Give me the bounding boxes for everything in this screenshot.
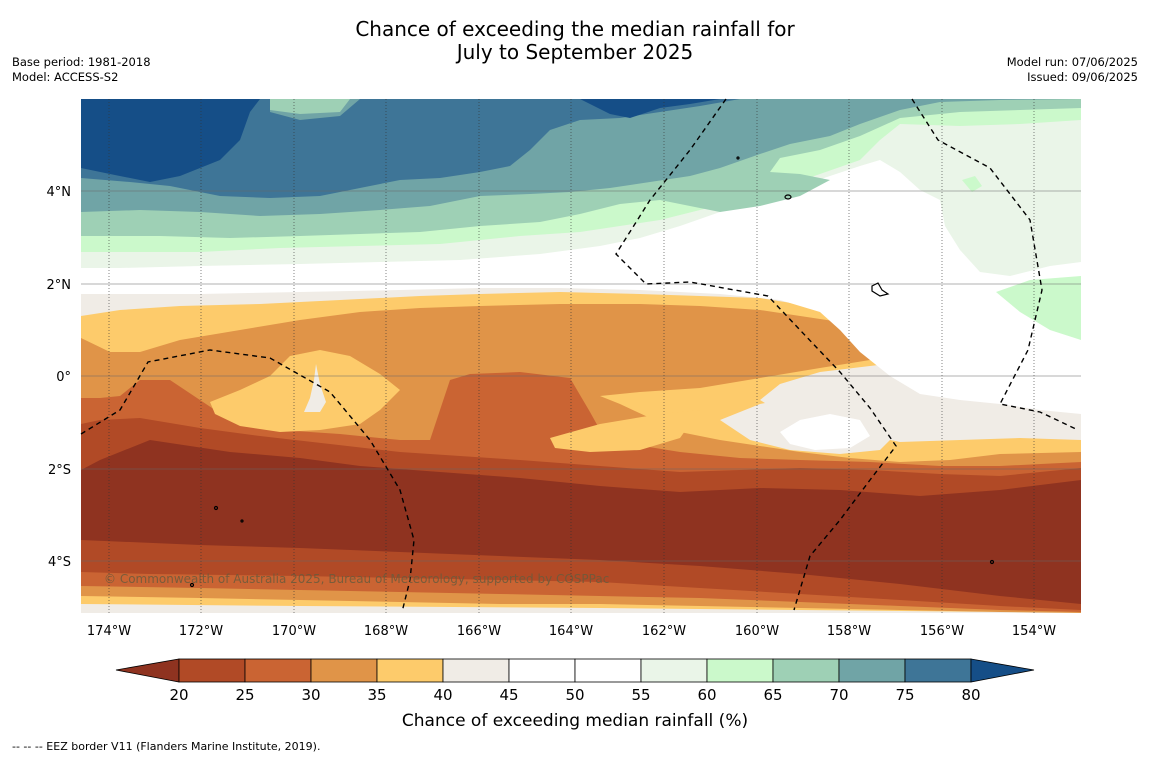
colorbar-ticks: 20 25 30 35 40 45 50 55 60 65 70 75 80 <box>169 686 980 704</box>
model-name: Model: ACCESS-S2 <box>12 70 119 84</box>
base-period: Base period: 1981-2018 <box>12 55 151 69</box>
meta-right: Model run: 07/06/2025 Issued: 09/06/2025 <box>1007 55 1138 85</box>
colorbar-above-80 <box>970 658 1035 683</box>
title-line-1: Chance of exceeding the median rainfall … <box>355 17 795 41</box>
band-35-40-blob-center <box>550 410 700 452</box>
colorbar-tick-25: 25 <box>235 686 254 704</box>
colorbar-70-75 <box>838 658 906 683</box>
islands <box>189 156 995 588</box>
band-55-60-blob-white <box>924 224 942 242</box>
lon-label-166w: 166°W <box>457 624 501 639</box>
band-above-80 <box>81 99 720 182</box>
colorbar-tick-40: 40 <box>433 686 452 704</box>
colorbar <box>115 658 1035 683</box>
colorbar-40-45 <box>442 658 510 683</box>
colorbar-45-50 <box>508 658 576 683</box>
island-kingman <box>736 156 740 160</box>
colorbar-label: Chance of exceeding median rainfall (%) <box>402 711 748 731</box>
lat-label-0: 0° <box>56 370 71 385</box>
graticule-parallels <box>81 190 1081 562</box>
lon-label-172w: 172°W <box>179 624 223 639</box>
lon-label-162w: 162°W <box>642 624 686 639</box>
title-line-2: July to September 2025 <box>456 40 694 64</box>
meta-left: Base period: 1981-2018 Model: ACCESS-S2 <box>12 55 151 85</box>
rainfall-map: © Commonwealth of Australia 2025, Bureau… <box>47 98 1081 731</box>
colorbar-60-65 <box>706 658 774 683</box>
colorbar-tick-20: 20 <box>169 686 188 704</box>
colorbar-tick-80: 80 <box>961 686 980 704</box>
lon-labels: 174°W 172°W 170°W 168°W 166°W 164°W 162°… <box>87 624 1056 639</box>
colorbar-below-20 <box>115 658 180 683</box>
eez-border-tokelau <box>80 349 415 613</box>
colorbar-75-80 <box>904 658 972 683</box>
lat-label-4n: 4°N <box>47 185 72 200</box>
island-nukunonu <box>240 519 244 523</box>
lon-label-164w: 164°W <box>549 624 593 639</box>
lon-label-156w: 156°W <box>920 624 964 639</box>
lat-label-4s: 4°S <box>48 555 71 570</box>
lat-label-2s: 2°S <box>48 463 71 478</box>
island-caroline <box>989 559 995 565</box>
band-white-spike <box>304 364 326 412</box>
band-75-80-light-patch <box>270 99 350 114</box>
colorbar-tick-70: 70 <box>829 686 848 704</box>
island-kiritimati <box>871 282 890 297</box>
lat-label-2n: 2°N <box>47 278 72 293</box>
eez-footnote: -- -- -- EEZ border V11 (Flanders Marine… <box>12 740 321 753</box>
colorbar-tick-75: 75 <box>895 686 914 704</box>
colorbar-tick-30: 30 <box>301 686 320 704</box>
lon-label-168w: 168°W <box>364 624 408 639</box>
colorbar-25-30 <box>244 658 312 683</box>
lon-label-170w: 170°W <box>272 624 316 639</box>
lon-label-154w: 154°W <box>1012 624 1056 639</box>
band-60-65-blob-small <box>962 176 982 192</box>
island-jarvis <box>784 194 792 200</box>
eez-border-kiribati-west <box>615 98 897 611</box>
band-35-40-blob-west <box>210 350 400 432</box>
colorbar-tick-60: 60 <box>697 686 716 704</box>
lat-labels: 4°N 2°N 0° 2°S 4°S <box>47 185 72 570</box>
colorbar-65-70 <box>772 658 840 683</box>
colorbar-tick-65: 65 <box>763 686 782 704</box>
eez-borders <box>80 98 1079 613</box>
lon-label-174w: 174°W <box>87 624 131 639</box>
lon-label-158w: 158°W <box>827 624 871 639</box>
island-atafu <box>213 505 219 511</box>
colorbar-tick-35: 35 <box>367 686 386 704</box>
colorbar-30-35 <box>310 658 378 683</box>
colorbar-20-25 <box>178 658 246 683</box>
colorbar-tick-50: 50 <box>565 686 584 704</box>
model-run: Model run: 07/06/2025 <box>1006 55 1138 69</box>
issued-date: Issued: 09/06/2025 <box>1027 70 1138 84</box>
colorbar-35-40 <box>376 658 444 683</box>
contour-fill <box>81 99 1081 613</box>
band-45-55-blob <box>780 414 870 450</box>
colorbar-tick-45: 45 <box>499 686 518 704</box>
island-fakaofo <box>189 582 195 588</box>
colorbar-50-55 <box>574 658 642 683</box>
copyright-text: © Commonwealth of Australia 2025, Bureau… <box>104 572 609 586</box>
colorbar-tick-55: 55 <box>631 686 650 704</box>
map-title: Chance of exceeding the median rainfall … <box>0 18 1150 64</box>
colorbar-55-60 <box>640 658 708 683</box>
lon-label-160w: 160°W <box>735 624 779 639</box>
eez-border-kiribati-east <box>911 98 1079 431</box>
